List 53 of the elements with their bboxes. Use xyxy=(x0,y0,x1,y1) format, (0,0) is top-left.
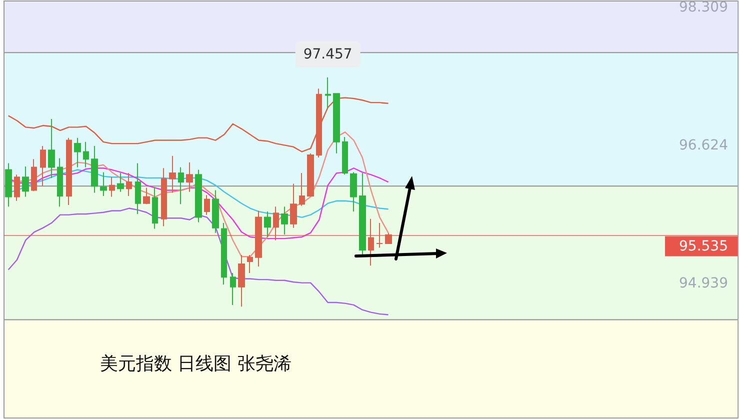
candlestick xyxy=(117,172,124,192)
candlestick xyxy=(368,218,374,266)
candlestick xyxy=(359,172,366,258)
candlestick xyxy=(212,190,219,234)
candlestick xyxy=(31,158,37,192)
candlestick xyxy=(57,158,63,208)
candlestick xyxy=(14,174,20,202)
candlestick xyxy=(178,166,184,205)
text: 美元指数 日线图 张尧浠 xyxy=(100,354,292,374)
candlestick xyxy=(66,137,72,206)
candlestick xyxy=(135,162,141,215)
candlestick xyxy=(91,146,98,194)
candlestick xyxy=(109,176,115,198)
candlestick xyxy=(273,206,279,241)
y-tick-label: 96.624 xyxy=(679,138,728,154)
candlestick xyxy=(74,137,81,168)
candlestick xyxy=(376,222,383,248)
line-series xyxy=(8,97,389,152)
candlestick xyxy=(350,172,357,212)
y-tick-label: 94.939 xyxy=(679,276,728,292)
candlestick xyxy=(169,155,176,194)
candlestick xyxy=(40,146,46,187)
candlestick xyxy=(48,118,55,178)
candlestick xyxy=(22,166,29,198)
candlestick xyxy=(290,183,297,228)
candlestick xyxy=(238,254,245,308)
candlestick xyxy=(255,210,262,267)
candlestick xyxy=(316,88,322,158)
candlestick xyxy=(333,93,340,154)
candlestick xyxy=(126,172,132,196)
candlestick xyxy=(100,172,107,196)
candlestick xyxy=(299,172,305,206)
candlestick xyxy=(307,152,314,198)
candlestick xyxy=(281,206,288,235)
candlestick xyxy=(342,136,348,176)
line-series xyxy=(8,208,389,316)
candlestick xyxy=(204,194,210,216)
candlestick xyxy=(230,272,236,306)
candlestick xyxy=(152,186,158,230)
candlestick xyxy=(5,162,12,208)
candlestick xyxy=(325,76,331,109)
y-tick-label: 98.309 xyxy=(679,0,728,16)
candlestick xyxy=(186,162,193,192)
candlestick xyxy=(247,254,253,274)
candlestick xyxy=(83,141,89,168)
ref-line-label: 95.535 xyxy=(679,238,728,254)
candlestick xyxy=(221,222,227,285)
candlestick xyxy=(161,168,167,227)
candlestick xyxy=(143,187,150,205)
annotation: 97.457 xyxy=(303,46,352,62)
candlestick xyxy=(195,169,202,223)
candlestick xyxy=(385,232,392,244)
candlestick xyxy=(264,211,271,238)
